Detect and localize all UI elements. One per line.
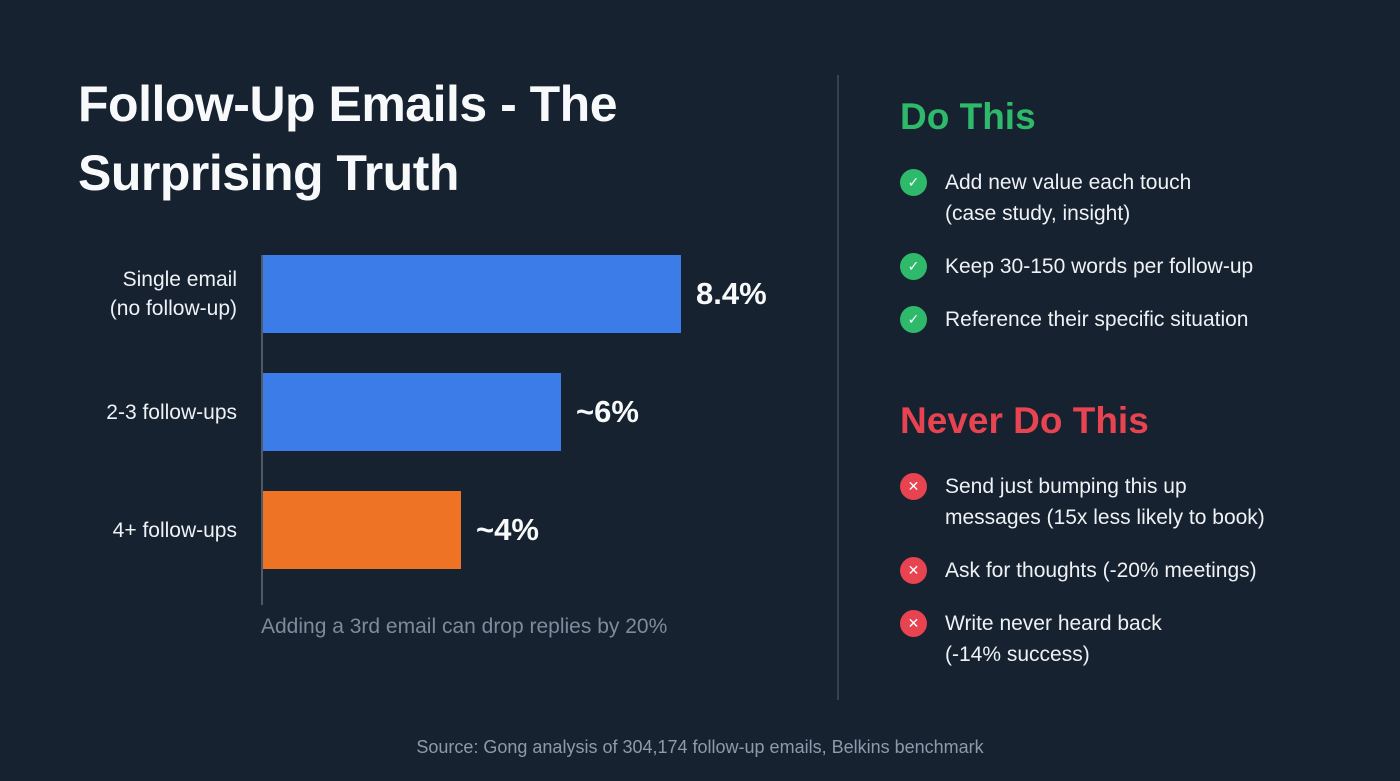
bar-area: 8.4% bbox=[261, 255, 767, 333]
category-label: Single email (no follow-up) bbox=[109, 268, 237, 320]
chart-row-4plus-followups: 4+ follow-ups ~4% bbox=[78, 491, 818, 569]
vertical-divider bbox=[837, 75, 839, 700]
source-attribution: Source: Gong analysis of 304,174 follow-… bbox=[416, 737, 984, 757]
list-item: ✕ Ask for thoughts (-20% meetings) bbox=[900, 555, 1350, 586]
list-item-text: Keep 30-150 words per follow-up bbox=[945, 255, 1254, 278]
bar-chart: Single email (no follow-up) 8.4% 2-3 fol… bbox=[78, 255, 818, 639]
list-item-text: Ask for thoughts (-20% meetings) bbox=[945, 559, 1257, 582]
list-item-text: Add new value each touch (case study, in… bbox=[945, 171, 1192, 225]
bar-4plus-followups bbox=[261, 491, 461, 569]
chart-caption: Adding a 3rd email can drop replies by 2… bbox=[261, 615, 668, 638]
x-icon: ✕ bbox=[900, 557, 927, 584]
check-icon: ✓ bbox=[900, 169, 927, 196]
x-icon: ✕ bbox=[900, 610, 927, 637]
category-label: 2-3 follow-ups bbox=[106, 400, 237, 424]
list-item: ✕ Write never heard back (-14% success) bbox=[900, 608, 1350, 670]
page-title: Follow-Up Emails - The Surprising Truth bbox=[78, 76, 618, 201]
bar-single-email bbox=[261, 255, 681, 333]
do-this-heading: Do This bbox=[900, 96, 1036, 137]
never-do-this-list: ✕ Send just bumping this up messages (15… bbox=[900, 471, 1350, 670]
value-label: ~4% bbox=[476, 512, 539, 547]
check-icon: ✓ bbox=[900, 253, 927, 280]
y-axis-line bbox=[261, 255, 263, 605]
bar-2-3-followups bbox=[261, 373, 561, 451]
list-item: ✓ Reference their specific situation bbox=[900, 304, 1350, 335]
list-item: ✓ Keep 30-150 words per follow-up bbox=[900, 251, 1350, 282]
category-label: 4+ follow-ups bbox=[112, 518, 237, 542]
list-item-text: Send just bumping this up messages (15x … bbox=[945, 475, 1265, 529]
bar-area: ~6% bbox=[261, 373, 639, 451]
value-label: 8.4% bbox=[696, 276, 767, 311]
list-item: ✕ Send just bumping this up messages (15… bbox=[900, 471, 1350, 533]
list-item: ✓ Add new value each touch (case study, … bbox=[900, 167, 1350, 229]
x-icon: ✕ bbox=[900, 473, 927, 500]
list-item-text: Write never heard back (-14% success) bbox=[945, 612, 1162, 666]
chart-row-single-email: Single email (no follow-up) 8.4% bbox=[78, 255, 818, 333]
chart-row-2-3-followups: 2-3 follow-ups ~6% bbox=[78, 373, 818, 451]
advice-panel: Do This ✓ Add new value each touch (case… bbox=[900, 95, 1350, 692]
do-this-list: ✓ Add new value each touch (case study, … bbox=[900, 167, 1350, 335]
bar-area: ~4% bbox=[261, 491, 539, 569]
value-label: ~6% bbox=[576, 394, 639, 429]
check-icon: ✓ bbox=[900, 306, 927, 333]
list-item-text: Reference their specific situation bbox=[945, 308, 1249, 331]
never-do-this-heading: Never Do This bbox=[900, 400, 1149, 441]
